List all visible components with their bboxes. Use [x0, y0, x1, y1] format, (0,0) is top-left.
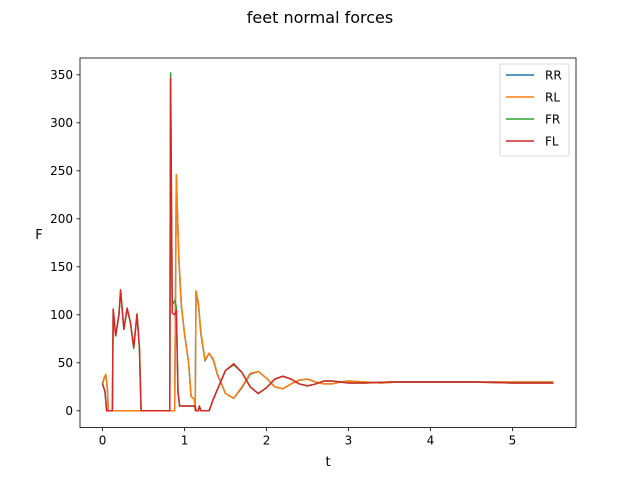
- y-axis-label: F: [35, 228, 42, 243]
- x-tick-label: 5: [509, 434, 517, 448]
- legend-label: RR: [545, 69, 562, 83]
- y-tick-label: 200: [50, 212, 73, 226]
- x-tick-label: 1: [181, 434, 189, 448]
- x-tick-label: 0: [99, 434, 107, 448]
- x-axis-label: t: [325, 455, 330, 470]
- series-layer: [101, 72, 554, 412]
- y-tick-label: 350: [50, 68, 73, 82]
- y-tick-label: 0: [65, 404, 73, 418]
- y-tick-label: 50: [58, 356, 73, 370]
- x-tick-label: 3: [345, 434, 353, 448]
- y-tick-label: 100: [50, 308, 73, 322]
- plot-frame: [79, 57, 577, 429]
- y-tick-label: 250: [50, 164, 73, 178]
- legend-label: RL: [545, 91, 560, 105]
- y-tick-label: 150: [50, 260, 73, 274]
- x-tick-label: 2: [263, 434, 271, 448]
- legend-label: FL: [545, 135, 559, 149]
- y-tick-label: 300: [50, 116, 73, 130]
- x-axis-ticks: 0 1 2 3 4 5: [99, 427, 517, 448]
- legend: RR RL FR FL: [499, 63, 570, 157]
- chart-title: feet normal forces: [247, 8, 393, 27]
- legend-box: [499, 63, 570, 157]
- legend-label: FR: [545, 113, 560, 127]
- series-line-rl: [101, 173, 554, 412]
- series-line-fl: [101, 77, 554, 412]
- y-axis-ticks: 0 50 100 150 200 250 300 350: [50, 68, 80, 418]
- x-tick-label: 4: [427, 434, 435, 448]
